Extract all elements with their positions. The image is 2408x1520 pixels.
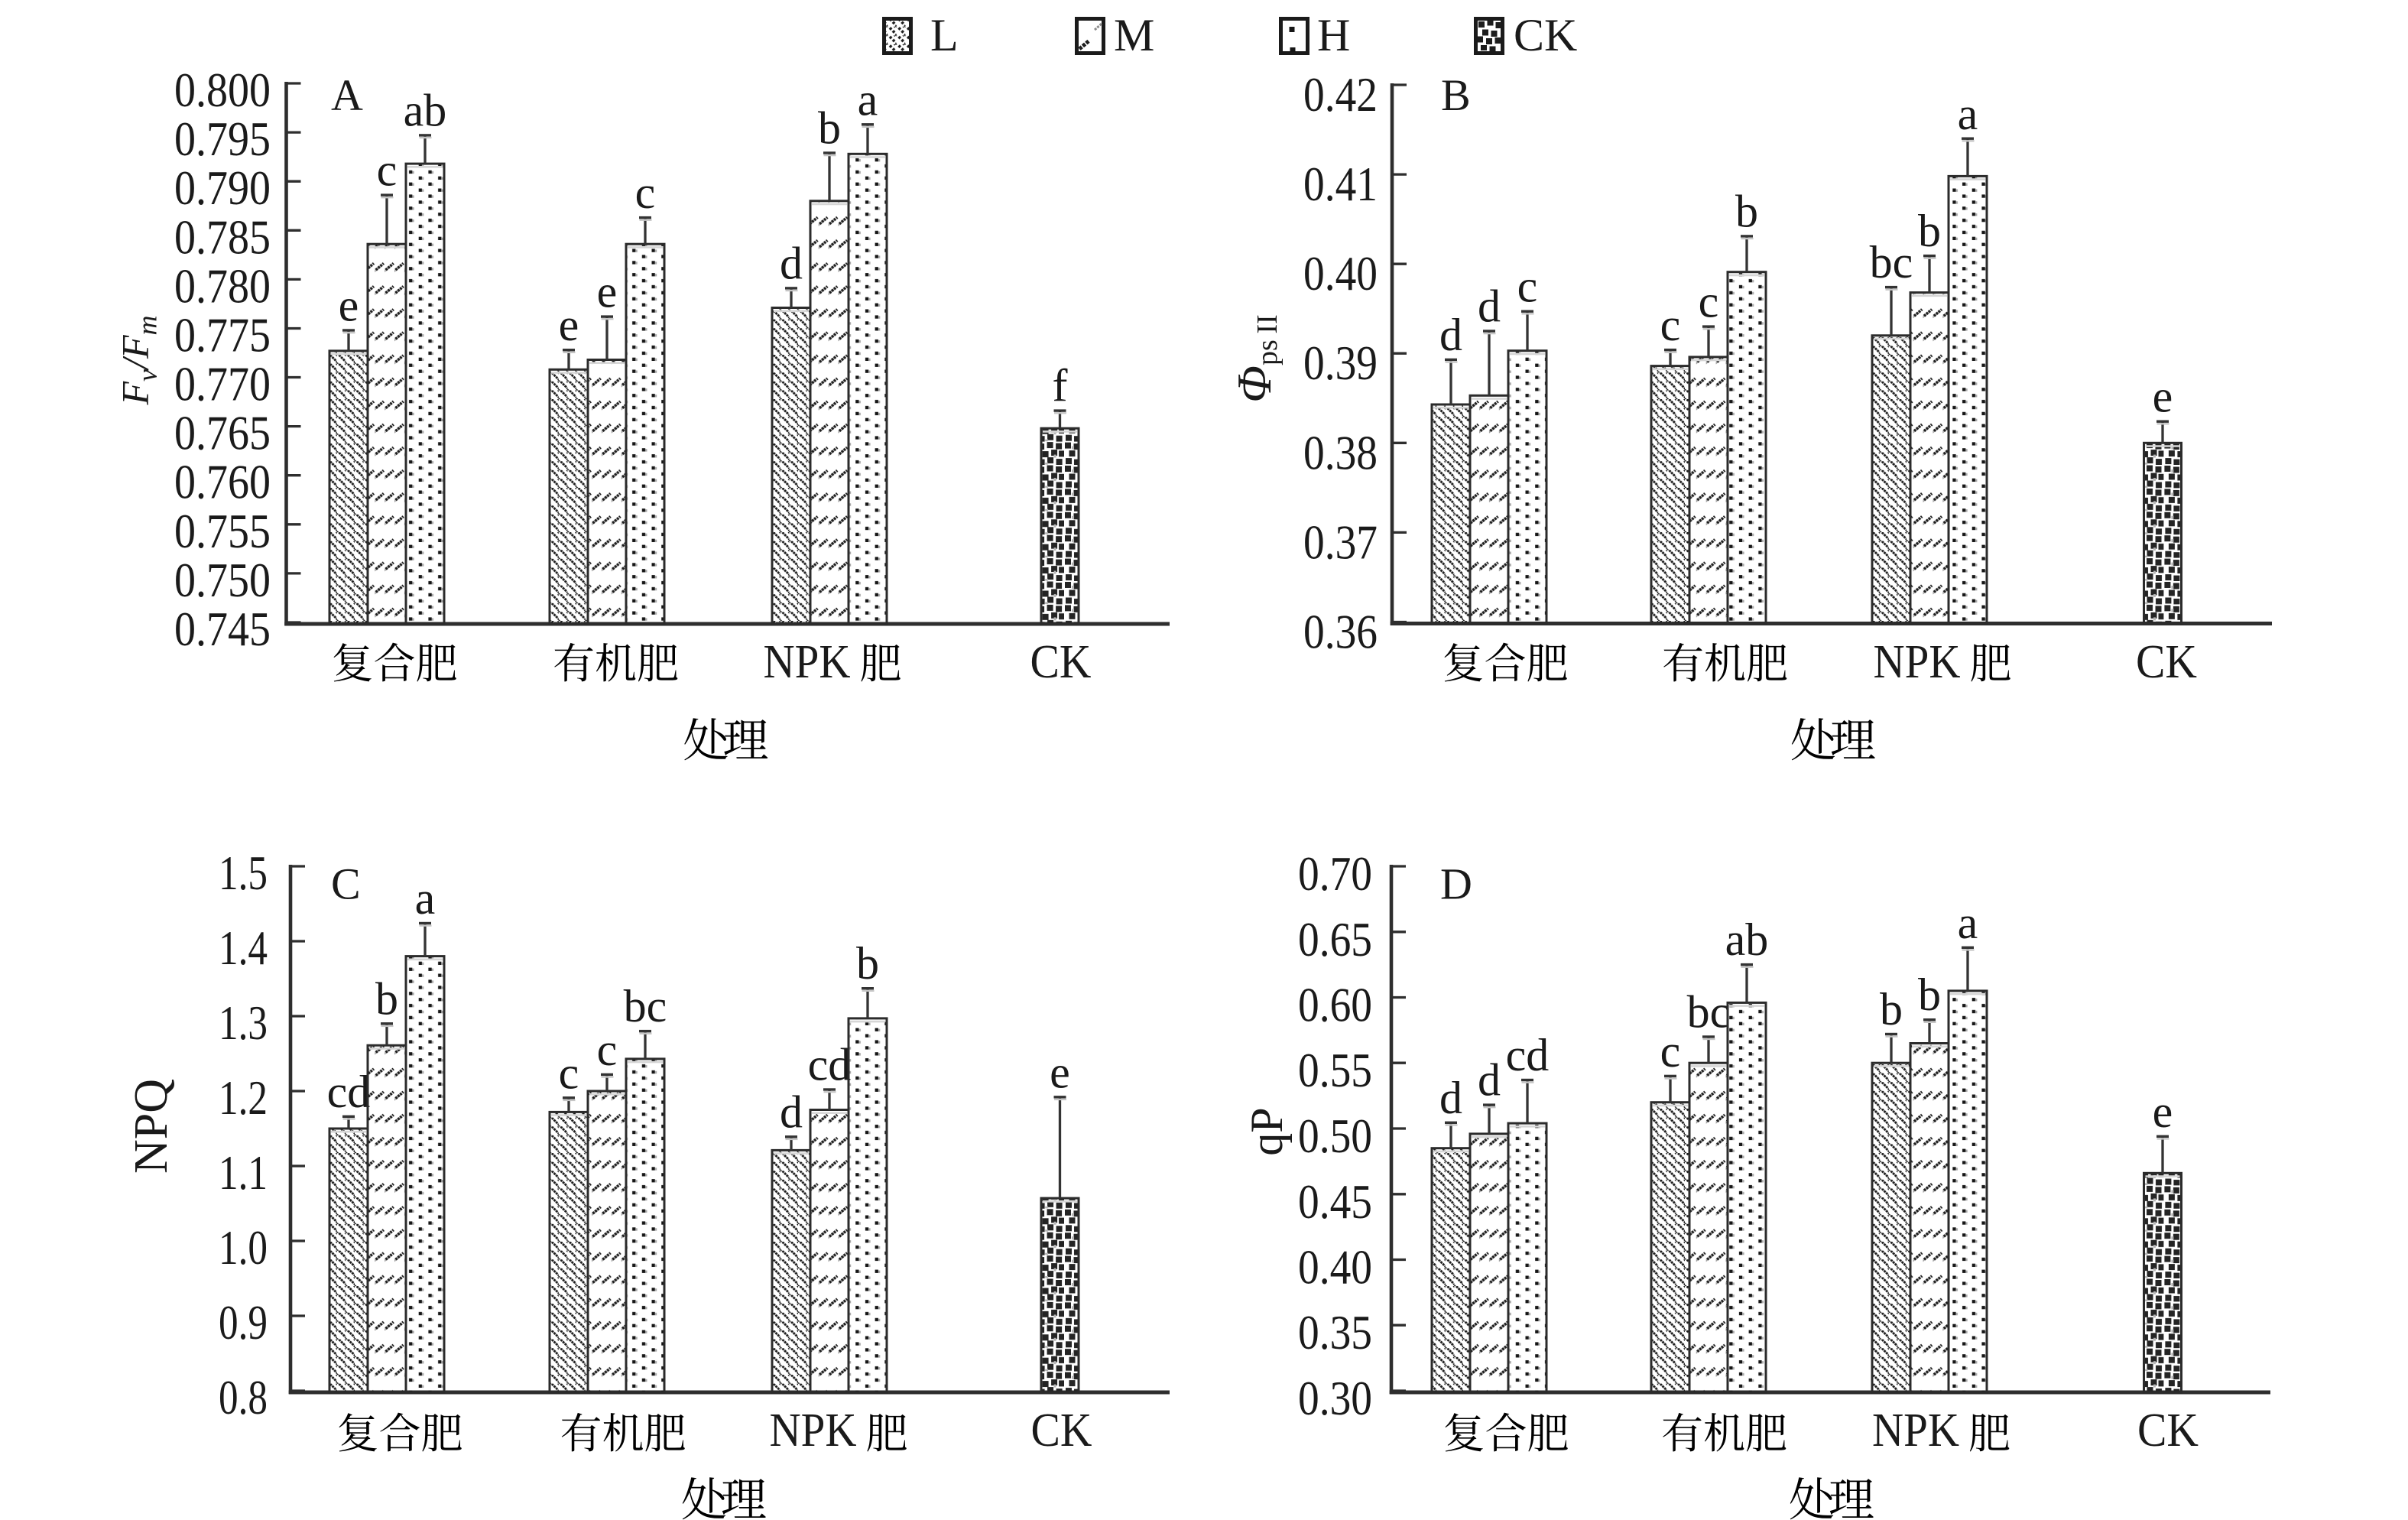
svg-text:cd: cd bbox=[1506, 1030, 1550, 1080]
svg-text:0.38: 0.38 bbox=[1303, 426, 1378, 479]
svg-text:e: e bbox=[559, 300, 579, 350]
svg-text:a: a bbox=[1958, 89, 1978, 139]
svg-text:1.2: 1.2 bbox=[219, 1071, 268, 1125]
svg-text:0.35: 0.35 bbox=[1298, 1306, 1372, 1359]
svg-text:NPQ: NPQ bbox=[125, 1079, 177, 1174]
svg-text:0.795: 0.795 bbox=[174, 112, 271, 166]
svg-text:e: e bbox=[339, 281, 359, 331]
svg-text:0.750: 0.750 bbox=[174, 554, 271, 607]
svg-text:e: e bbox=[2153, 372, 2173, 422]
svg-text:b: b bbox=[856, 938, 879, 989]
svg-text:c: c bbox=[1517, 261, 1538, 312]
svg-text:0.770: 0.770 bbox=[174, 358, 271, 411]
svg-text:cd: cd bbox=[808, 1040, 852, 1090]
svg-text:1.3: 1.3 bbox=[219, 996, 268, 1050]
svg-text:e: e bbox=[597, 267, 618, 317]
svg-text:a: a bbox=[858, 74, 878, 125]
svg-text:0.40: 0.40 bbox=[1303, 247, 1378, 300]
svg-text:0.765: 0.765 bbox=[174, 407, 271, 460]
svg-text:1.4: 1.4 bbox=[219, 921, 268, 975]
svg-text:0.775: 0.775 bbox=[174, 309, 271, 362]
svg-text:e: e bbox=[2153, 1086, 2173, 1137]
svg-text:1.0: 1.0 bbox=[219, 1221, 268, 1275]
svg-text:cd: cd bbox=[327, 1067, 371, 1117]
svg-text:D: D bbox=[1440, 859, 1472, 909]
svg-text:0.780: 0.780 bbox=[174, 259, 271, 313]
svg-text:0.745: 0.745 bbox=[174, 602, 271, 656]
svg-text:CK: CK bbox=[1031, 1405, 1092, 1457]
svg-text:CK: CK bbox=[1030, 636, 1092, 688]
svg-text:CK: CK bbox=[2136, 636, 2197, 688]
svg-text:bc: bc bbox=[624, 981, 667, 1031]
svg-text:0.70: 0.70 bbox=[1298, 847, 1372, 901]
svg-text:0.40: 0.40 bbox=[1298, 1241, 1372, 1294]
svg-text:0.60: 0.60 bbox=[1298, 979, 1372, 1032]
svg-text:ab: ab bbox=[404, 85, 447, 135]
svg-text:b: b bbox=[818, 103, 841, 154]
svg-text:d: d bbox=[1439, 310, 1462, 360]
svg-text:f: f bbox=[1053, 361, 1068, 411]
svg-text:0.800: 0.800 bbox=[174, 63, 271, 117]
svg-text:0.41: 0.41 bbox=[1303, 158, 1378, 211]
svg-text:0.42: 0.42 bbox=[1303, 68, 1378, 122]
svg-text:c: c bbox=[377, 145, 398, 196]
svg-text:0.755: 0.755 bbox=[174, 505, 271, 558]
svg-text:c: c bbox=[635, 167, 656, 218]
svg-text:0.785: 0.785 bbox=[174, 210, 271, 264]
svg-text:d: d bbox=[780, 1086, 803, 1137]
svg-text:0.50: 0.50 bbox=[1298, 1109, 1372, 1163]
svg-text:c: c bbox=[597, 1025, 618, 1075]
svg-text:d: d bbox=[1478, 1055, 1501, 1106]
svg-text:a: a bbox=[415, 873, 436, 924]
svg-text:c: c bbox=[559, 1047, 579, 1098]
svg-text:NPK: NPK bbox=[1872, 1405, 1959, 1457]
svg-text:0.37: 0.37 bbox=[1303, 515, 1378, 569]
svg-text:c: c bbox=[1660, 1026, 1681, 1077]
svg-text:bc: bc bbox=[1687, 987, 1731, 1038]
svg-text:M: M bbox=[1114, 10, 1154, 60]
svg-text:CK: CK bbox=[2137, 1405, 2199, 1457]
svg-text:b: b bbox=[1918, 969, 1941, 1020]
svg-text:0.30: 0.30 bbox=[1298, 1372, 1372, 1425]
svg-text:b: b bbox=[1918, 206, 1941, 256]
svg-text:0.760: 0.760 bbox=[174, 456, 271, 509]
svg-text:NPK: NPK bbox=[770, 1405, 857, 1457]
svg-text:d: d bbox=[1439, 1073, 1462, 1123]
svg-text:1.1: 1.1 bbox=[219, 1146, 268, 1200]
svg-text:b: b bbox=[375, 973, 398, 1024]
svg-text:c: c bbox=[1699, 277, 1719, 327]
svg-text:C: C bbox=[331, 859, 361, 909]
svg-text:0.8: 0.8 bbox=[219, 1371, 268, 1424]
svg-text:ab: ab bbox=[1725, 914, 1769, 965]
svg-text:0.790: 0.790 bbox=[174, 161, 271, 215]
svg-text:d: d bbox=[780, 238, 803, 288]
svg-text:0.65: 0.65 bbox=[1298, 913, 1372, 966]
svg-text:bc: bc bbox=[1870, 237, 1913, 287]
svg-text:d: d bbox=[1478, 281, 1501, 332]
svg-text:0.39: 0.39 bbox=[1303, 336, 1378, 390]
svg-text:b: b bbox=[1880, 984, 1903, 1034]
svg-text:b: b bbox=[1735, 186, 1758, 236]
svg-text:0.55: 0.55 bbox=[1298, 1044, 1372, 1097]
svg-text:CK: CK bbox=[1514, 10, 1577, 60]
svg-text:L: L bbox=[930, 10, 959, 60]
svg-text:0.36: 0.36 bbox=[1303, 606, 1378, 659]
svg-text:0.45: 0.45 bbox=[1298, 1175, 1372, 1229]
svg-text:qP: qP bbox=[1241, 1107, 1292, 1155]
svg-text:A: A bbox=[331, 70, 363, 120]
svg-text:H: H bbox=[1317, 10, 1350, 60]
svg-text:B: B bbox=[1441, 70, 1471, 120]
svg-text:NPK: NPK bbox=[764, 636, 851, 688]
svg-text:e: e bbox=[1050, 1047, 1070, 1097]
svg-text:a: a bbox=[1958, 898, 1978, 948]
svg-text:c: c bbox=[1660, 300, 1681, 350]
svg-text:NPK: NPK bbox=[1874, 636, 1961, 688]
svg-text:0.9: 0.9 bbox=[219, 1296, 268, 1349]
svg-text:1.5: 1.5 bbox=[219, 846, 268, 900]
